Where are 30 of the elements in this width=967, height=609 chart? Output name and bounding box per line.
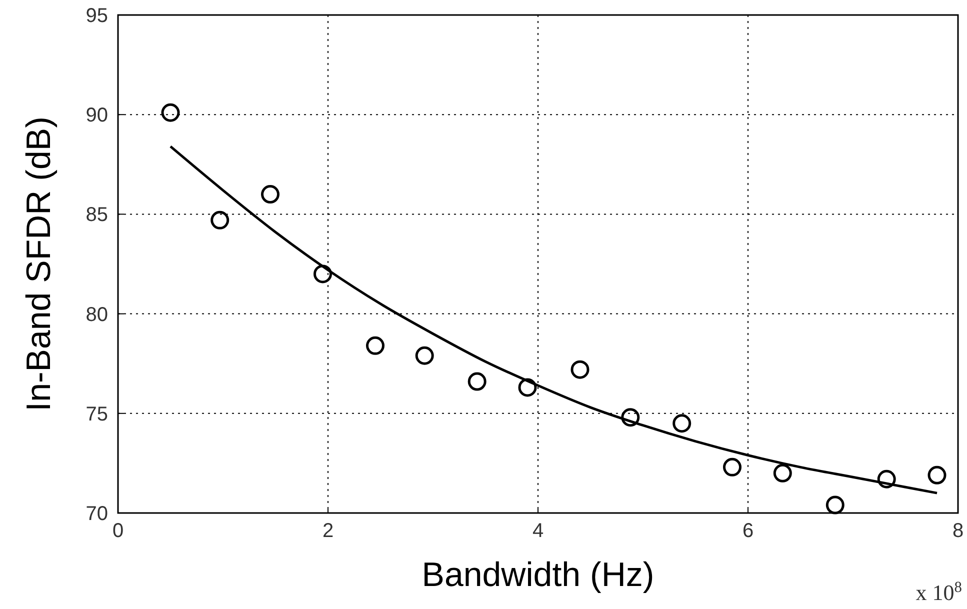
- point: [877, 470, 896, 488]
- point: [366, 336, 384, 355]
- y-axis-title: In-Band SFDR (dB): [20, 116, 58, 412]
- y-tick-label: 80: [86, 304, 108, 326]
- point: [161, 103, 180, 122]
- y-tick-label: 85: [86, 204, 108, 226]
- x-tick-label: 6: [742, 520, 754, 542]
- text: x 10$^{8}$: [916, 578, 962, 605]
- point: [518, 378, 537, 397]
- point: [314, 264, 332, 284]
- x-tick-label: 2: [322, 520, 334, 542]
- point: [415, 346, 434, 365]
- y-tick-label: 70: [86, 503, 108, 525]
- point: [621, 408, 640, 427]
- x-tick-label: 4: [532, 520, 544, 542]
- x-axis-title: Bandwidth (Hz): [422, 556, 654, 594]
- point: [723, 458, 742, 476]
- point: [261, 185, 280, 204]
- point: [210, 210, 230, 230]
- x-tick-label: 0: [112, 520, 124, 542]
- point: [672, 414, 692, 433]
- point: [773, 464, 792, 482]
- x-tick-label: 8: [952, 520, 964, 542]
- point: [826, 496, 844, 514]
- y-tick-label: 90: [86, 104, 108, 127]
- y-tick-label: 75: [86, 403, 108, 426]
- point: [928, 466, 946, 484]
- point: [570, 360, 590, 379]
- point: [468, 372, 486, 391]
- y-tick-label: 95: [86, 5, 108, 27]
